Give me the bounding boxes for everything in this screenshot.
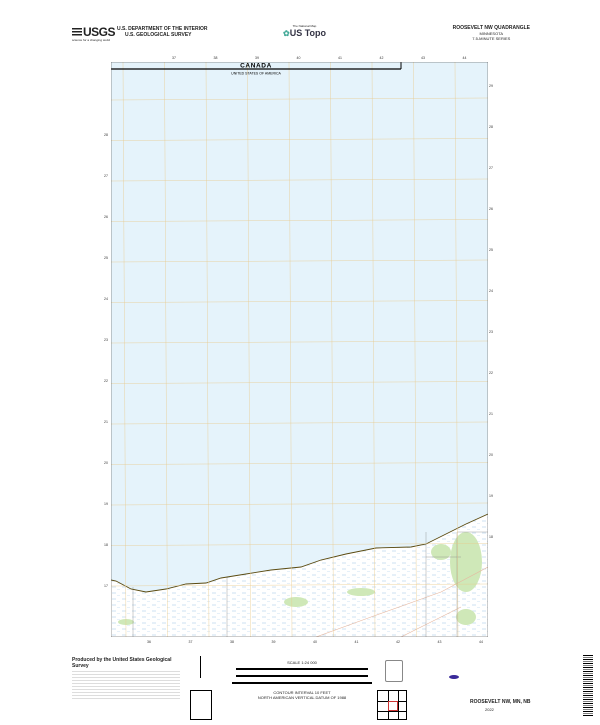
tick-label: 25 (489, 248, 493, 252)
grid-line-horizontal (111, 381, 488, 384)
tick-label: 40 (313, 640, 317, 644)
tick-label: 42 (396, 640, 400, 644)
canada-label: CANADA (240, 63, 272, 70)
grid-line-horizontal (111, 259, 488, 263)
grid-line-horizontal (111, 462, 488, 465)
tick-label: 27 (489, 166, 493, 170)
grid-line-horizontal (111, 421, 488, 425)
tick-label: 24 (489, 289, 493, 293)
producer-note: Produced by the United States Geological… (72, 657, 180, 701)
tick-label: 18 (104, 543, 108, 547)
roads (315, 566, 488, 637)
usgs-tagline: science for a changing world (72, 38, 111, 42)
grid-line-horizontal (111, 583, 488, 587)
tick-label: 29 (489, 84, 493, 88)
map-title: ROOSEVELT NW, MN, NB (470, 699, 531, 705)
tick-label: 17 (104, 584, 108, 588)
grid-line-horizontal (111, 502, 488, 506)
tick-label: 19 (489, 494, 493, 498)
scale-bar: SCALE 1:24 000 CONTOUR INTERVAL 10 FEET … (232, 660, 372, 700)
us-topo-logo: The National Map ✿US Topo (283, 24, 326, 38)
tick-label: 18 (489, 535, 493, 539)
globe-icon: ✿ (283, 29, 290, 38)
tick-label: 43 (437, 640, 442, 644)
product-name: US Topo (289, 28, 327, 38)
tick-label: 24 (104, 297, 108, 301)
series: 7.5-MINUTE SERIES (472, 36, 511, 41)
tick-label: 41 (354, 640, 359, 644)
grid-line-horizontal (111, 543, 488, 546)
grid-line-vertical (164, 62, 168, 637)
tick-label: 20 (489, 453, 493, 457)
tick-label: 25 (104, 256, 108, 260)
tick-label: 44 (479, 640, 483, 644)
grid-line-horizontal (111, 138, 488, 141)
usgs-logo-text: USGS (83, 25, 116, 39)
grid-line-vertical (205, 62, 210, 637)
grid-line-horizontal (111, 178, 488, 182)
usgs-logo: USGS (72, 25, 116, 39)
grid-line-vertical (122, 62, 127, 637)
barcode (583, 655, 593, 717)
tick-label: 23 (489, 330, 493, 334)
tick-label: 21 (104, 420, 108, 424)
product-tagline: The National Map (292, 24, 317, 28)
tick-label: 38 (230, 640, 234, 644)
tick-label: 37 (188, 640, 193, 644)
tick-label: 41 (338, 56, 342, 60)
tick-label: 26 (104, 215, 108, 219)
map-year: 2022 (485, 707, 494, 712)
tick-label: 38 (213, 56, 218, 60)
declination-box (190, 690, 212, 720)
grid-line-vertical (247, 62, 251, 637)
grid-line-vertical (413, 62, 417, 637)
topographic-map[interactable]: CANADA UNITED STATES OF AMERICA (111, 62, 488, 637)
tick-label: 43 (421, 56, 425, 60)
tick-label: 26 (489, 207, 493, 211)
tick-label: 36 (147, 640, 151, 644)
tick-label: 27 (104, 174, 108, 178)
agency-block: U.S. DEPARTMENT OF THE INTERIOR U.S. GEO… (117, 26, 207, 38)
tick-label: 20 (104, 461, 108, 465)
tick-label: 39 (271, 640, 276, 644)
tick-label: 23 (104, 338, 108, 342)
grid-line-horizontal (111, 97, 488, 101)
tick-label: 28 (489, 125, 493, 129)
datum-note: NORTH AMERICAN VERTICAL DATUM OF 1988 (257, 695, 347, 700)
lake-water (111, 62, 488, 592)
producer-text: Produced by the United States Geological… (72, 657, 172, 669)
tick-label: 42 (379, 56, 384, 60)
grid-line-horizontal (111, 340, 488, 344)
grid-line-vertical (288, 62, 293, 637)
department: U.S. DEPARTMENT OF THE INTERIOR (117, 26, 208, 32)
tick-label: 22 (104, 379, 108, 383)
grid-line-horizontal (111, 300, 488, 303)
adjoining-quads-diagram (377, 690, 407, 720)
state-locator-map (385, 660, 403, 682)
grid-lines (111, 62, 488, 637)
state: MINNESOTA (479, 31, 504, 36)
tick-label: 21 (489, 412, 493, 416)
contour-note: CONTOUR INTERVAL 10 FEET (273, 690, 331, 695)
tick-label: 40 (296, 56, 301, 60)
grid-line-vertical (454, 62, 459, 637)
usa-label: UNITED STATES OF AMERICA (231, 72, 281, 76)
quad-block: ROOSEVELT NW QUADRANGLE MINNESOTA 7.5-MI… (453, 25, 530, 41)
survey: U.S. GEOLOGICAL SURVEY (125, 32, 192, 38)
wetland (111, 514, 488, 637)
tick-label: 28 (104, 133, 108, 137)
tick-label: 37 (172, 56, 176, 60)
quad-name: ROOSEVELT NW QUADRANGLE (452, 25, 530, 31)
tick-label: 22 (489, 371, 493, 375)
grid-line-horizontal (111, 219, 488, 222)
legend-symbol (449, 675, 459, 679)
scale-text: SCALE 1:24 000 (287, 660, 317, 665)
vegetation (118, 532, 482, 625)
tick-label: 44 (462, 56, 467, 60)
grid-line-vertical (371, 62, 376, 637)
tick-label: 19 (104, 502, 108, 506)
tick-label: 39 (255, 56, 259, 60)
grid-line-vertical (330, 62, 334, 637)
north-arrow (200, 656, 201, 678)
